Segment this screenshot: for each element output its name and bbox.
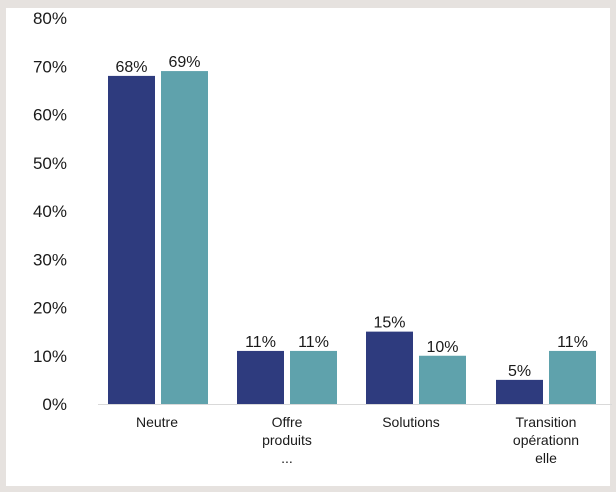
- y-tick-label: 30%: [33, 250, 67, 269]
- y-tick-label: 50%: [33, 154, 67, 173]
- y-tick-label: 20%: [33, 299, 67, 318]
- category-label: Solutions: [382, 414, 440, 430]
- data-label: 69%: [168, 54, 200, 71]
- data-label: 11%: [245, 334, 276, 351]
- bar: [108, 75, 155, 405]
- bar: [496, 379, 543, 404]
- category-label: elle: [535, 450, 557, 466]
- data-label: 5%: [508, 363, 531, 380]
- bar: [290, 350, 337, 404]
- category-label: ...: [281, 450, 293, 466]
- data-label: 11%: [298, 334, 329, 351]
- category-label: Neutre: [136, 414, 178, 430]
- category-label: Offre: [272, 414, 303, 430]
- data-label: 68%: [115, 59, 147, 76]
- bar: [549, 350, 596, 404]
- y-tick-label: 60%: [33, 106, 67, 125]
- data-label: 10%: [426, 339, 458, 356]
- data-label: 11%: [557, 334, 588, 351]
- bar: [366, 331, 413, 404]
- y-tick-label: 10%: [33, 347, 67, 366]
- bar: [161, 71, 208, 404]
- category-label: produits: [262, 432, 312, 448]
- bar: [237, 350, 284, 404]
- y-tick-label: 70%: [33, 57, 67, 76]
- chart-frame: [6, 8, 610, 486]
- data-label: 15%: [373, 315, 405, 332]
- category-label: opérationn: [513, 432, 579, 448]
- y-tick-label: 40%: [33, 202, 67, 221]
- y-tick-label: 0%: [42, 395, 67, 414]
- category-label: Transition: [516, 414, 577, 430]
- bar: [419, 355, 466, 404]
- y-tick-label: 80%: [33, 9, 67, 28]
